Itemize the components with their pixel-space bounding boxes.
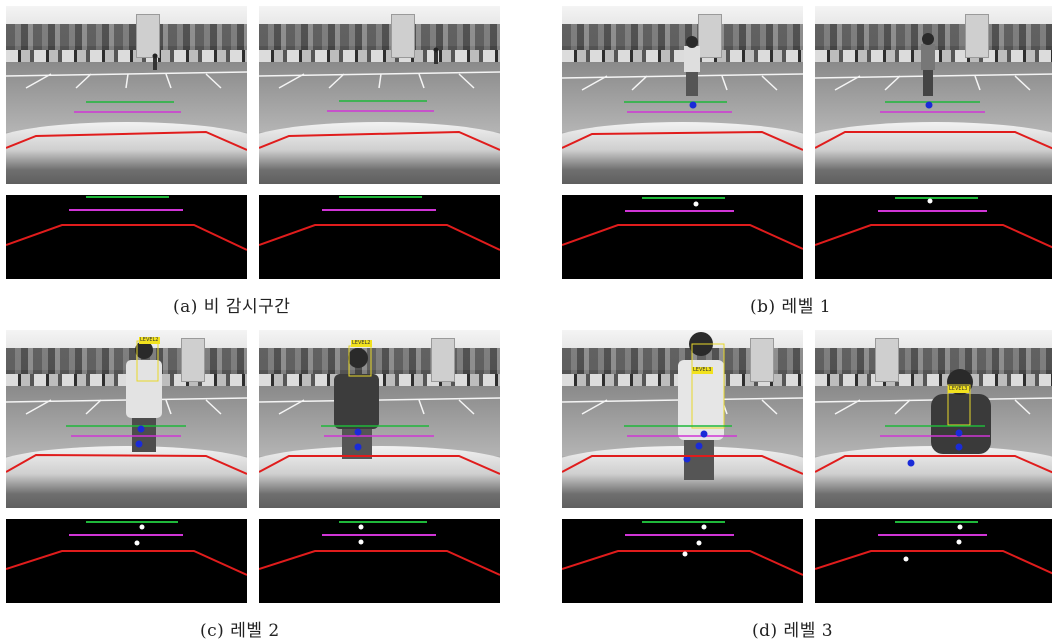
- foot-point: [354, 443, 362, 451]
- mask-c1: [6, 519, 247, 603]
- overlay-b2: [815, 33, 1052, 150]
- photo-a1: [6, 6, 247, 184]
- mask-a1: [6, 195, 247, 279]
- red-boundary: [562, 455, 803, 475]
- overlay-a1: [6, 53, 247, 151]
- photo-c2: [259, 330, 500, 508]
- detection-box: [691, 343, 725, 429]
- photo-b1: [562, 6, 803, 184]
- mask-point: [701, 524, 707, 530]
- foot-point: [925, 101, 933, 109]
- foot-point: [695, 442, 703, 450]
- mask-point: [696, 540, 702, 546]
- red-boundary: [815, 455, 1052, 474]
- overlay-d1: [562, 332, 803, 480]
- mask-point: [682, 551, 688, 557]
- foot-point: [907, 459, 915, 467]
- foot-point: [955, 443, 963, 451]
- foot-point: [137, 425, 145, 433]
- mask-point: [139, 524, 145, 530]
- mask-d1: [562, 519, 803, 603]
- mask-point: [358, 539, 364, 545]
- photo-a2: [259, 6, 500, 184]
- detection-box: [947, 384, 971, 426]
- red-boundary: [6, 453, 247, 475]
- foot-point: [354, 428, 362, 436]
- photo-d2: [815, 330, 1052, 508]
- photo-b2: [815, 6, 1052, 184]
- mask-point: [134, 540, 140, 546]
- mask-b1: [562, 195, 803, 279]
- mask-d2: [815, 519, 1052, 603]
- mask-c2: [259, 519, 500, 603]
- red-boundary: [259, 130, 500, 151]
- caption-c: (c) 레벨 2: [200, 621, 280, 641]
- overlay-d2: [815, 369, 1052, 474]
- foot-point: [955, 429, 963, 437]
- mask-point: [903, 556, 909, 562]
- level-tag: LEVEL2: [351, 340, 372, 347]
- caption-b: (b) 레벨 1: [750, 297, 832, 317]
- level-tag: LEVEL3: [692, 367, 713, 374]
- mask-point: [693, 201, 699, 207]
- level-tag: LEVEL3: [948, 386, 969, 393]
- photo-c1: [6, 330, 247, 508]
- mask-point: [956, 539, 962, 545]
- foot-point: [700, 430, 708, 438]
- mask-point: [957, 524, 963, 530]
- photo-d1: [562, 330, 803, 508]
- red-boundary: [562, 130, 803, 151]
- mask-b2: [815, 195, 1052, 279]
- red-boundary: [259, 455, 500, 475]
- level-tag: LEVEL2: [139, 337, 160, 344]
- overlay-a2: [259, 47, 500, 151]
- overlay-b1: [562, 36, 803, 151]
- caption-a: (a) 비 감시구간: [173, 297, 291, 317]
- overlay-c1: [6, 340, 247, 475]
- foot-point: [689, 101, 697, 109]
- foot-point: [683, 455, 691, 463]
- red-boundary: [815, 131, 1052, 150]
- mask-point: [927, 198, 933, 204]
- caption-d: (d) 레벨 3: [752, 621, 834, 641]
- red-boundary: [6, 130, 247, 151]
- foot-point: [135, 440, 143, 448]
- overlay-c2: [259, 345, 500, 475]
- mask-a2: [259, 195, 500, 279]
- mask-point: [358, 524, 364, 530]
